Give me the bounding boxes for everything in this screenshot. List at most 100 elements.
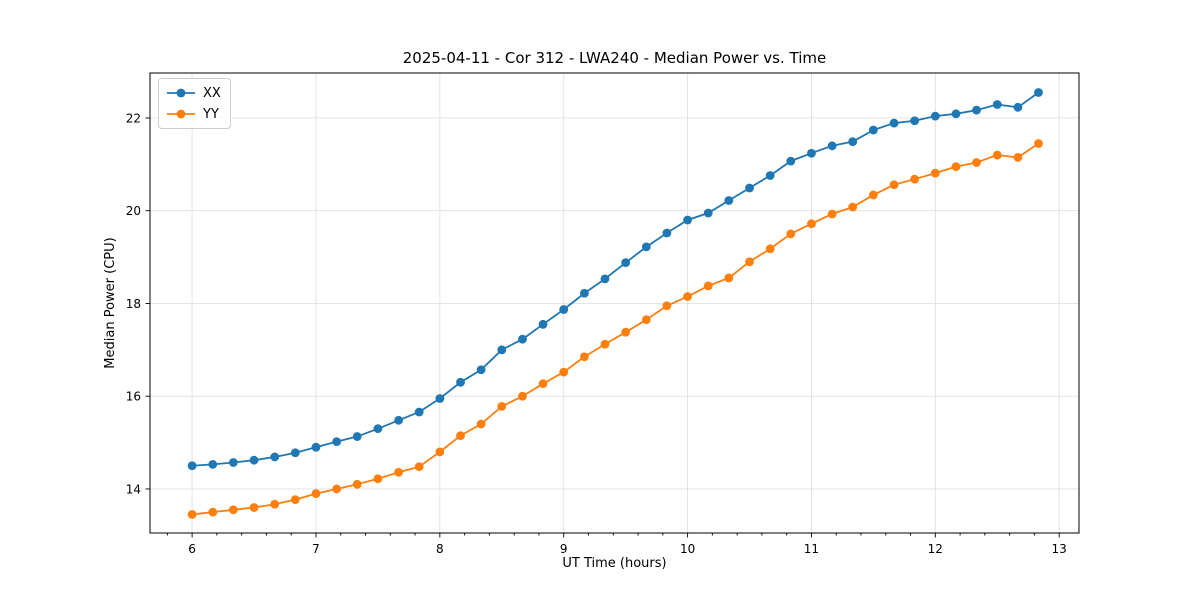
data-point-YY [827, 209, 837, 219]
data-point-XX [765, 171, 775, 180]
legend-entry-YY: YY [166, 104, 221, 124]
data-point-XX [724, 196, 734, 205]
data-point-YY [311, 489, 321, 498]
y-tick-label: 22 [126, 111, 141, 125]
data-point-XX [930, 111, 940, 121]
data-point-XX [394, 415, 403, 425]
data-point-XX [414, 407, 424, 417]
data-point-YY [228, 505, 238, 515]
data-point-YY [683, 292, 692, 301]
legend-label-XX: XX [203, 85, 221, 101]
data-point-XX [951, 109, 961, 119]
grid [150, 73, 1079, 533]
data-point-YY [600, 339, 610, 349]
data-point-YY [414, 462, 424, 472]
data-point-YY [332, 484, 342, 494]
data-point-YY [1034, 139, 1043, 148]
data-point-YY [580, 352, 589, 362]
data-point-YY [270, 499, 280, 509]
data-point-YY [745, 257, 754, 267]
data-point-YY [249, 503, 259, 512]
data-point-YY [889, 180, 899, 190]
data-point-XX [290, 448, 300, 458]
data-point-YY [1013, 153, 1023, 162]
ticks: 6 7 8 9 10 11 12 13 14 16 18 20 22 [126, 111, 1067, 556]
data-point-XX [373, 424, 383, 434]
data-point-XX [972, 105, 981, 115]
y-tick-label: 14 [126, 482, 141, 496]
data-point-YY [703, 281, 713, 291]
data-point-YY [951, 162, 961, 172]
x-tick-label: 12 [928, 542, 943, 556]
data-point-XX [807, 148, 816, 158]
data-point-YY [662, 301, 672, 311]
data-point-YY [972, 158, 981, 167]
data-point-YY [559, 367, 569, 377]
data-point-YY [765, 244, 775, 254]
data-point-XX [270, 452, 280, 462]
data-point-XX [228, 458, 238, 467]
x-axis-label: UT Time (hours) [562, 556, 667, 571]
data-point-XX [497, 345, 507, 355]
axes-border [149, 72, 1080, 534]
data-point-XX [992, 100, 1002, 109]
y-tick-label: 16 [126, 390, 141, 404]
data-point-YY [848, 202, 858, 212]
data-point-XX [745, 183, 754, 193]
data-point-XX [641, 242, 651, 252]
x-tick-label: 10 [680, 542, 695, 556]
data-point-XX [435, 394, 445, 403]
data-point-YY [394, 467, 403, 477]
data-point-XX [332, 437, 342, 447]
data-point-XX [187, 461, 197, 471]
data-point-YY [868, 190, 878, 200]
data-point-XX [786, 156, 796, 166]
legend-marker-YY [167, 109, 195, 119]
data-point-YY [352, 479, 362, 489]
data-point-YY [807, 219, 816, 229]
data-point-XX [827, 141, 837, 151]
data-point-YY [786, 229, 796, 239]
data-point-YY [518, 391, 527, 401]
x-tick-label: 11 [804, 542, 819, 556]
series-YY [187, 139, 1043, 519]
series-XX [187, 88, 1043, 471]
data-point-YY [497, 402, 507, 411]
data-point-YY [373, 474, 383, 484]
series-line-YY [192, 142, 1040, 516]
data-point-XX [208, 459, 218, 469]
legend: XX YY [158, 78, 231, 129]
data-point-YY [930, 168, 940, 178]
data-point-XX [456, 377, 465, 387]
legend-entry-XX: XX [166, 83, 221, 103]
x-tick-label: 9 [560, 542, 568, 556]
data-point-YY [724, 273, 734, 283]
data-point-YY [641, 315, 651, 325]
data-point-XX [352, 432, 362, 441]
data-point-XX [683, 215, 692, 225]
data-point-XX [600, 274, 610, 284]
legend-marker-XX [167, 88, 195, 98]
data-point-XX [703, 208, 713, 218]
legend-label-YY: YY [203, 106, 219, 122]
x-tick-label: 8 [436, 542, 444, 556]
chart-title: 2025-04-11 - Cor 312 - LWA240 - Median P… [402, 49, 827, 67]
x-tick-label: 6 [188, 542, 196, 556]
data-point-YY [992, 150, 1002, 160]
y-axis-label: Median Power (CPU) [103, 237, 118, 369]
data-point-YY [290, 495, 300, 505]
data-point-YY [187, 510, 197, 519]
y-tick-label: 18 [126, 297, 141, 311]
data-point-YY [435, 447, 445, 457]
data-point-XX [662, 228, 672, 238]
x-tick-label: 7 [312, 542, 320, 556]
data-point-XX [848, 137, 858, 147]
data-point-XX [538, 319, 548, 329]
data-point-XX [910, 116, 920, 126]
data-point-XX [559, 305, 569, 314]
data-point-XX [1013, 102, 1023, 112]
data-point-YY [621, 327, 631, 337]
data-point-YY [538, 379, 548, 389]
data-point-YY [208, 507, 218, 517]
data-point-YY [476, 419, 486, 429]
